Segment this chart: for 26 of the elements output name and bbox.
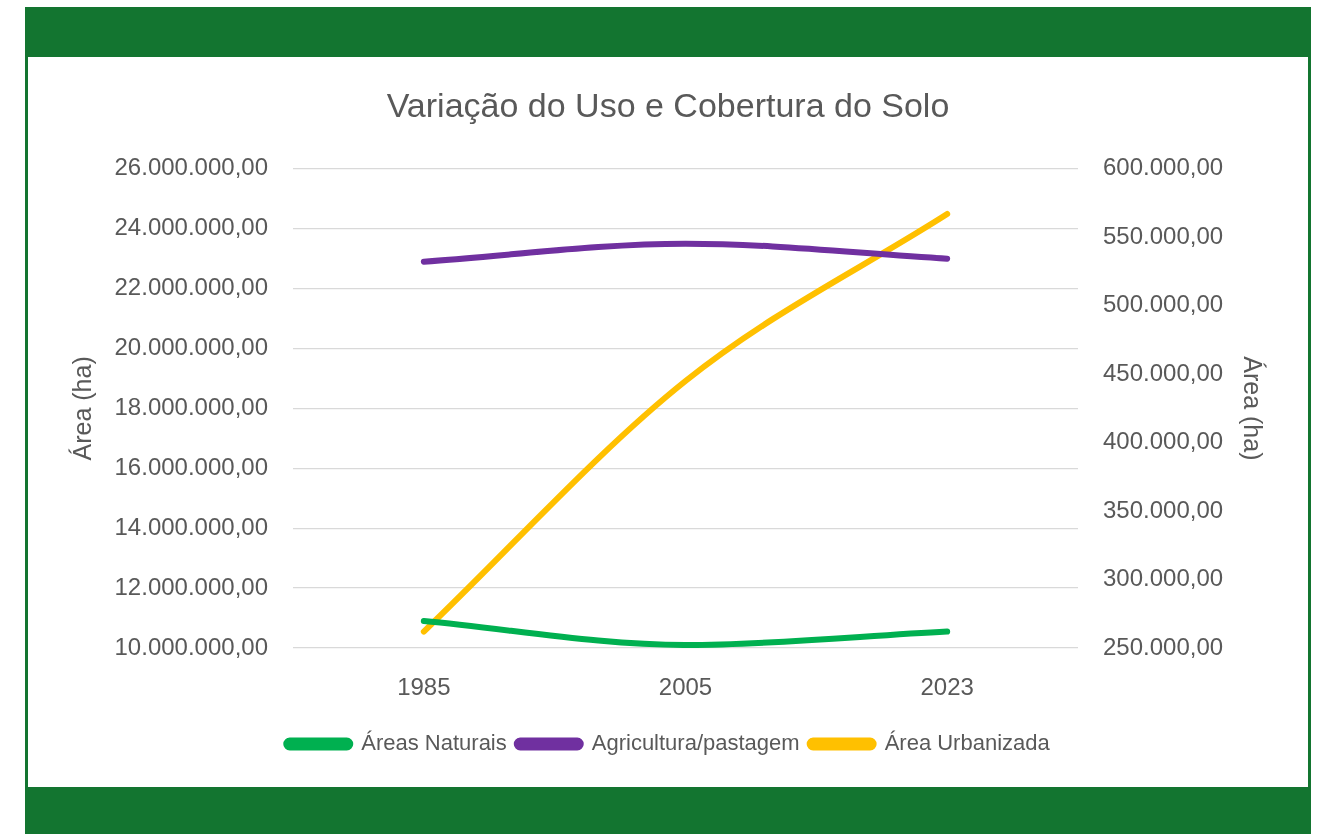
y2-tick-label: 600.000,00	[1103, 153, 1224, 181]
y-tick-label: 18.000.000,00	[114, 393, 268, 421]
y-tick-label: 16.000.000,00	[114, 452, 268, 480]
y2-tick-label: 550.000,00	[1103, 221, 1224, 249]
legend-label: Áreas Naturais	[361, 730, 507, 756]
y-tick-label: 10.000.000,00	[114, 632, 268, 660]
y-tick-label: 26.000.000,00	[114, 153, 268, 181]
legend-label: Área Urbanizada	[884, 730, 1051, 756]
x-tick-label: 2023	[920, 673, 974, 701]
x-tick-label: 1985	[397, 673, 451, 701]
y2-tick-label: 500.000,00	[1103, 290, 1224, 318]
y-tick-label: 20.000.000,00	[114, 333, 268, 361]
y2-tick-label: 400.000,00	[1103, 427, 1224, 455]
y-tick-label: 22.000.000,00	[114, 273, 268, 301]
y2-tick-label: 250.000,00	[1103, 632, 1224, 660]
y2-tick-label: 350.000,00	[1103, 495, 1224, 523]
y2-tick-label: 450.000,00	[1103, 358, 1224, 386]
y-tick-label: 14.000.000,00	[114, 512, 268, 540]
legend-label: Agricultura/pastagem	[591, 730, 800, 756]
y-tick-label: 24.000.000,00	[114, 213, 268, 241]
chart-title: Variação do Uso e Cobertura do Solo	[386, 85, 950, 124]
y2-axis-title: Área (ha)	[1239, 356, 1268, 461]
y2-tick-label: 300.000,00	[1103, 564, 1224, 592]
x-tick-label: 2005	[658, 673, 713, 701]
y-axis-title: Área (ha)	[67, 356, 96, 461]
y-tick-label: 12.000.000,00	[114, 572, 268, 600]
